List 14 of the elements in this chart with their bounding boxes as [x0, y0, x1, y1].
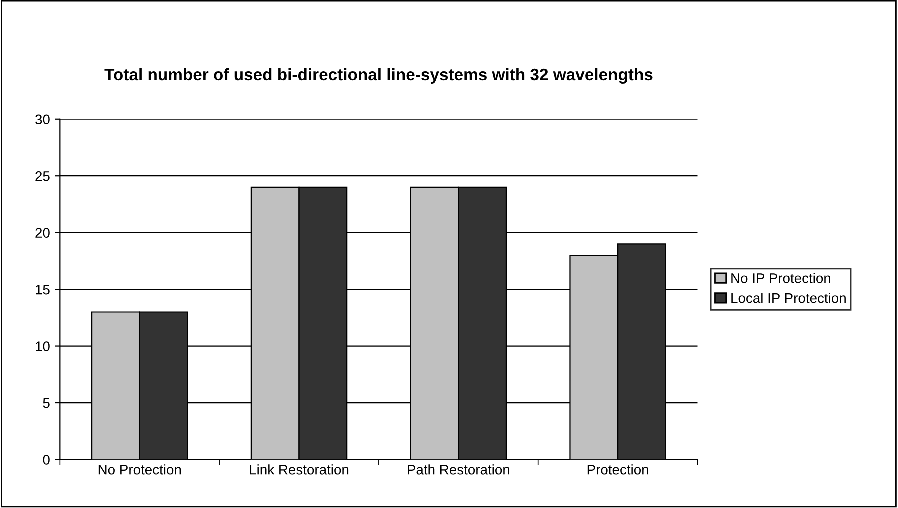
x-tick-label: Link Restoration	[250, 464, 349, 475]
y-tick-label: 20	[36, 228, 50, 238]
legend-label: No IP Protection	[732, 273, 830, 284]
y-tick-label: 25	[36, 171, 50, 182]
y-tick-label: 30	[36, 114, 50, 125]
y-tick-label: 0	[43, 455, 50, 465]
y-tick-label: 5	[43, 398, 50, 408]
y-tick-label: 10	[36, 342, 50, 352]
y-tick-label: 15	[36, 285, 50, 295]
x-tick-label: No Protection	[98, 464, 182, 475]
x-tick-label: Protection	[588, 464, 648, 475]
x-tick-label: Path Restoration	[408, 464, 510, 475]
legend-label: Local IP Protection	[732, 293, 846, 304]
chart-title: Total number of used bi-directional line-systems with 32 wavelengths	[104, 68, 653, 84]
